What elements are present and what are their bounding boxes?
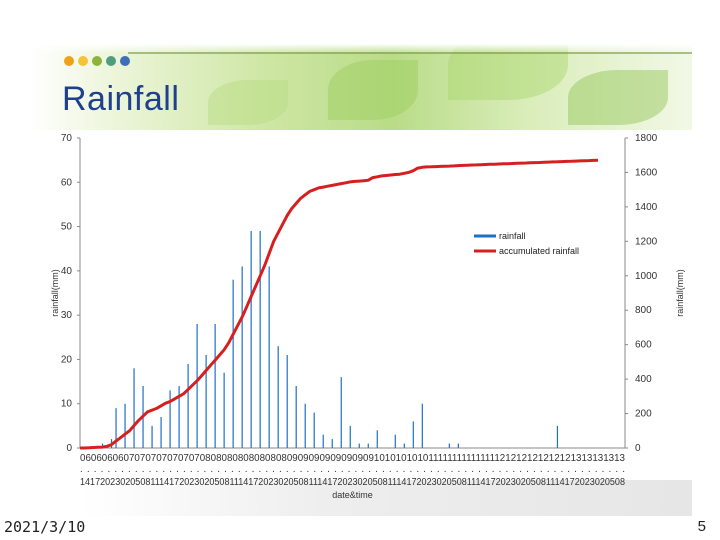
legend-line-label: accumulated rainfall xyxy=(499,246,579,256)
y-tick-label: 70 xyxy=(61,133,73,144)
dot-icon xyxy=(106,56,116,66)
rainfall-bar xyxy=(250,231,252,448)
leaf-decoration xyxy=(568,70,668,125)
y2-tick-label: 0 xyxy=(635,443,641,454)
y-tick-label: 60 xyxy=(61,177,73,188)
rainfall-bar xyxy=(340,377,342,448)
banner-top-bar xyxy=(28,20,692,54)
y-tick-label: 50 xyxy=(61,222,73,233)
rainfall-bar xyxy=(331,439,333,448)
dot-icon xyxy=(120,56,130,66)
rainfall-bar xyxy=(259,231,261,448)
rainfall-bar xyxy=(367,443,369,448)
rainfall-bar xyxy=(223,372,225,448)
y-tick-label: 30 xyxy=(61,310,73,321)
rainfall-bar xyxy=(394,434,396,448)
y-tick-label: 0 xyxy=(66,443,72,454)
rainfall-bar xyxy=(241,266,243,448)
x-axis-title: date&time xyxy=(332,490,373,500)
footer-date: 2021/3/10 xyxy=(4,518,86,536)
y2-tick-label: 1800 xyxy=(635,133,658,144)
bottom-band xyxy=(80,480,692,516)
rainfall-bar xyxy=(196,324,198,448)
rainfall-bar xyxy=(151,425,153,448)
accumulated-line xyxy=(80,158,599,450)
leaf-decoration xyxy=(328,60,418,120)
rainfall-bar xyxy=(214,324,216,448)
rainfall-bar xyxy=(457,443,459,448)
page-number: 5 xyxy=(697,518,706,535)
legend-bar-label: rainfall xyxy=(499,231,526,241)
rainfall-bar xyxy=(412,421,414,448)
rainfall-bar xyxy=(205,355,207,448)
rainfall-bar xyxy=(295,386,297,448)
dot-icon xyxy=(64,56,74,66)
y2-tick-label: 1200 xyxy=(635,236,658,247)
rainfall-bar xyxy=(403,443,405,448)
leaf-decoration xyxy=(208,80,288,125)
rainfall-bar xyxy=(133,368,135,448)
x-tick-labels-row1: 0606060607070707070707080808080808080809… xyxy=(80,453,625,464)
rainfall-bar xyxy=(349,425,351,448)
y-tick-label: 10 xyxy=(61,399,73,410)
y2-tick-label: 1600 xyxy=(635,167,658,178)
y-tick-label: 40 xyxy=(61,266,73,277)
header-banner xyxy=(28,20,692,130)
x-tick-labels-row2: 1417202302050811141720230205081114172023… xyxy=(80,477,625,488)
rainfall-bar xyxy=(178,386,180,448)
y2-tick-label: 600 xyxy=(635,340,652,351)
rainfall-bar xyxy=(421,403,423,448)
y2-tick-label: 200 xyxy=(635,409,652,420)
rainfall-bar xyxy=(304,403,306,448)
rainfall-bar xyxy=(160,417,162,448)
rainfall-bar xyxy=(322,434,324,448)
y2-tick-label: 1400 xyxy=(635,202,658,213)
rainfall-bar xyxy=(232,279,234,448)
rainfall-bar xyxy=(277,346,279,448)
banner-rule xyxy=(128,52,692,54)
color-dots xyxy=(64,56,130,66)
slide-title: Rainfall xyxy=(62,80,180,118)
rainfall-bar xyxy=(115,408,117,448)
y2-axis-title: rainfall(mm) xyxy=(675,269,685,317)
y2-tick-label: 1000 xyxy=(635,271,658,282)
y2-tick-label: 800 xyxy=(635,305,652,316)
y2-tick-label: 400 xyxy=(635,374,652,385)
dot-icon xyxy=(78,56,88,66)
rainfall-bar xyxy=(286,355,288,448)
rainfall-bar xyxy=(376,430,378,448)
x-tick-separators: . . . . . . . . . . . . . . . . . . . . … xyxy=(80,464,625,475)
dot-icon xyxy=(92,56,102,66)
rainfall-bar xyxy=(124,403,126,448)
rainfall-bar xyxy=(448,443,450,448)
rainfall-bar xyxy=(187,363,189,448)
rainfall-bar xyxy=(556,425,559,448)
rainfall-bar xyxy=(313,412,315,448)
y-tick-label: 20 xyxy=(61,354,73,365)
rainfall-bar xyxy=(268,266,270,448)
rainfall-bar xyxy=(169,390,171,448)
y-axis-title: rainfall(mm) xyxy=(50,269,60,317)
rainfall-bar xyxy=(358,443,360,448)
